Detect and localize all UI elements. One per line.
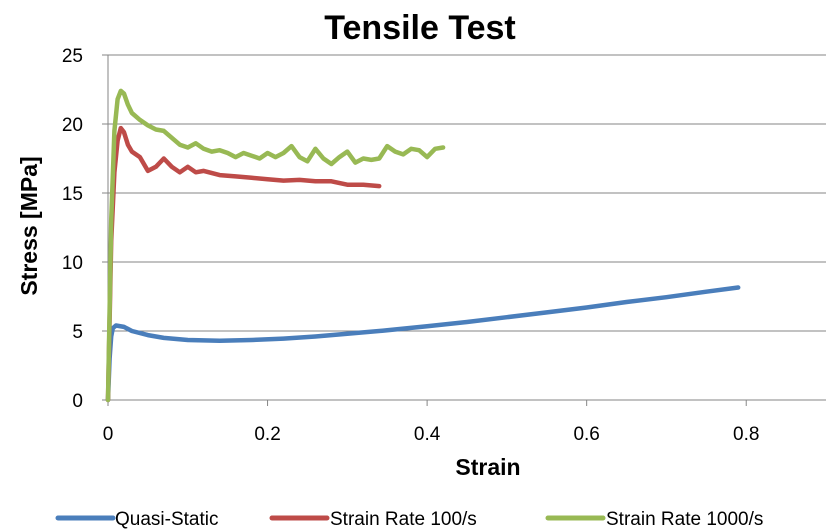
x-tick-label: 0 (103, 424, 114, 445)
y-tick-label: 15 (62, 184, 83, 205)
x-tick-label: 0.6 (573, 424, 599, 445)
legend: Quasi-Static Strain Rate 100/s Strain Rate… (55, 509, 763, 530)
x-tick-label: 0.8 (733, 424, 759, 445)
ticks: 0 5 10 15 20 25 0 0.2 0.4 0.6 0.8 (62, 46, 760, 445)
x-tick-label: 0.2 (254, 424, 280, 445)
y-tick-label: 20 (62, 115, 83, 136)
y-tick-label: 25 (62, 46, 83, 67)
y-axis-title: Stress [MPa] (16, 156, 42, 295)
legend-label: Quasi-Static (115, 509, 218, 530)
series-layer (105, 88, 741, 403)
legend-label: Strain Rate 1000/s (606, 509, 763, 530)
y-tick-label: 10 (62, 253, 83, 274)
y-tick-label: 0 (72, 391, 83, 412)
series-line-0 (105, 285, 741, 403)
x-tick-label: 0.4 (414, 424, 441, 445)
axes (107, 55, 826, 401)
legend-label: Strain Rate 100/s (330, 509, 477, 530)
chart-title: Tensile Test (324, 9, 515, 47)
series-line-1 (105, 125, 382, 403)
gridlines (108, 54, 826, 332)
y-tick-label: 5 (72, 322, 83, 343)
series-line-2 (105, 88, 446, 403)
x-axis-title: Strain (455, 454, 520, 480)
